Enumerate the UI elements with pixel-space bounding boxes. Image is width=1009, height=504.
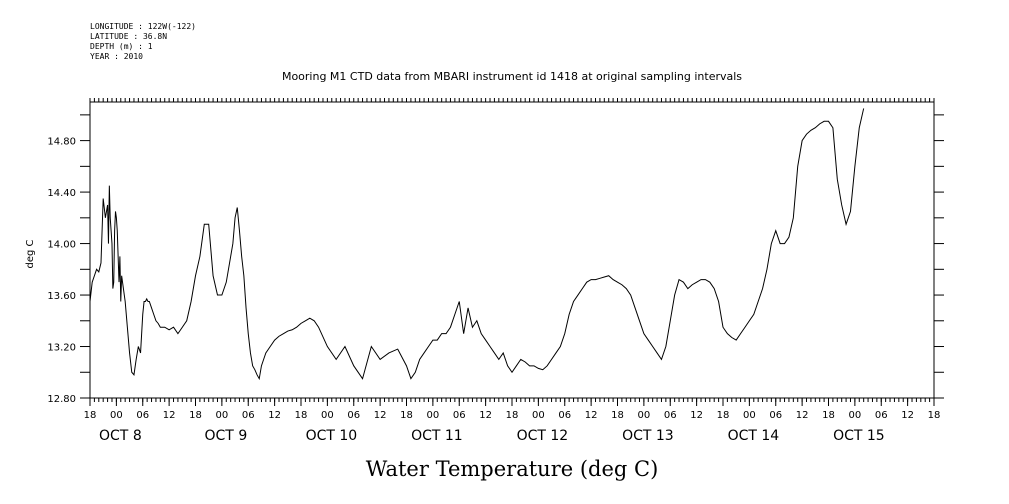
x-date-label: OCT 10	[306, 428, 358, 444]
x-date-label: OCT 13	[622, 428, 674, 444]
x-tick-label: 00	[849, 410, 862, 421]
x-date-label: OCT 11	[411, 428, 463, 444]
x-tick-label: 06	[242, 410, 255, 421]
x-tick-label: 06	[875, 410, 888, 421]
x-date-label: OCT 9	[205, 428, 248, 444]
x-tick-label: 18	[822, 410, 835, 421]
x-tick-label: 06	[558, 410, 571, 421]
y-tick-label: 14.40	[47, 188, 76, 199]
x-tick-label: 12	[796, 410, 809, 421]
x-tick-label: 18	[295, 410, 308, 421]
x-tick-label: 18	[928, 410, 941, 421]
x-tick-label: 06	[136, 410, 149, 421]
x-tick-label: 00	[532, 410, 545, 421]
x-tick-label: 18	[84, 410, 97, 421]
x-date-label: OCT 8	[99, 428, 142, 444]
x-tick-label: 18	[400, 410, 413, 421]
x-tick-label: 00	[216, 410, 229, 421]
x-date-label: OCT 14	[728, 428, 780, 444]
x-tick-label: 12	[690, 410, 703, 421]
plot-frame	[89, 101, 935, 399]
y-tick-label: 14.00	[47, 240, 76, 251]
x-tick-label: 18	[189, 410, 202, 421]
x-tick-label: 12	[585, 410, 598, 421]
x-tick-label: 18	[717, 410, 730, 421]
x-tick-label: 12	[268, 410, 281, 421]
axes-group: 18 00 06 12 18 00 06 12 18 00 06 12 18 00 06 12 18 00 06 12…	[47, 98, 944, 444]
x-tick-label: 18	[611, 410, 624, 421]
y-axis-label: deg C	[25, 239, 36, 268]
x-tick-label: 06	[769, 410, 782, 421]
meta-line: DEPTH (m) : 1	[90, 42, 153, 51]
y-tick-label: 14.80	[47, 137, 76, 148]
meta-line: LATITUDE : 36.8N	[90, 32, 167, 41]
x-date-label: OCT 15	[833, 428, 885, 444]
x-tick-label: 12	[374, 410, 387, 421]
chart-title: Mooring M1 CTD data from MBARI instrumen…	[282, 70, 742, 83]
x-tick-label: 06	[664, 410, 677, 421]
y-tick-label: 12.80	[47, 394, 76, 405]
x-date-label: OCT 12	[517, 428, 569, 444]
meta-line: YEAR : 2010	[90, 52, 143, 61]
x-tick-label: 00	[110, 410, 123, 421]
meta-line: LONGITUDE : 122W(-122)	[90, 22, 196, 31]
metadata-block: LONGITUDE : 122W(-122) LATITUDE : 36.8N …	[90, 22, 196, 61]
y-tick-label: 13.60	[47, 291, 76, 302]
x-tick-label: 06	[453, 410, 466, 421]
x-tick-label: 12	[479, 410, 492, 421]
x-tick-label: 18	[506, 410, 519, 421]
x-tick-label: 06	[347, 410, 360, 421]
series-line	[89, 108, 865, 381]
x-tick-label: 00	[321, 410, 334, 421]
x-tick-label: 00	[743, 410, 756, 421]
x-tick-label: 12	[163, 410, 176, 421]
x-axis-label: Water Temperature (deg C)	[366, 457, 659, 481]
x-tick-label: 12	[901, 410, 914, 421]
x-tick-label: 00	[427, 410, 440, 421]
x-tick-label: 00	[638, 410, 651, 421]
y-tick-label: 13.20	[47, 343, 76, 354]
